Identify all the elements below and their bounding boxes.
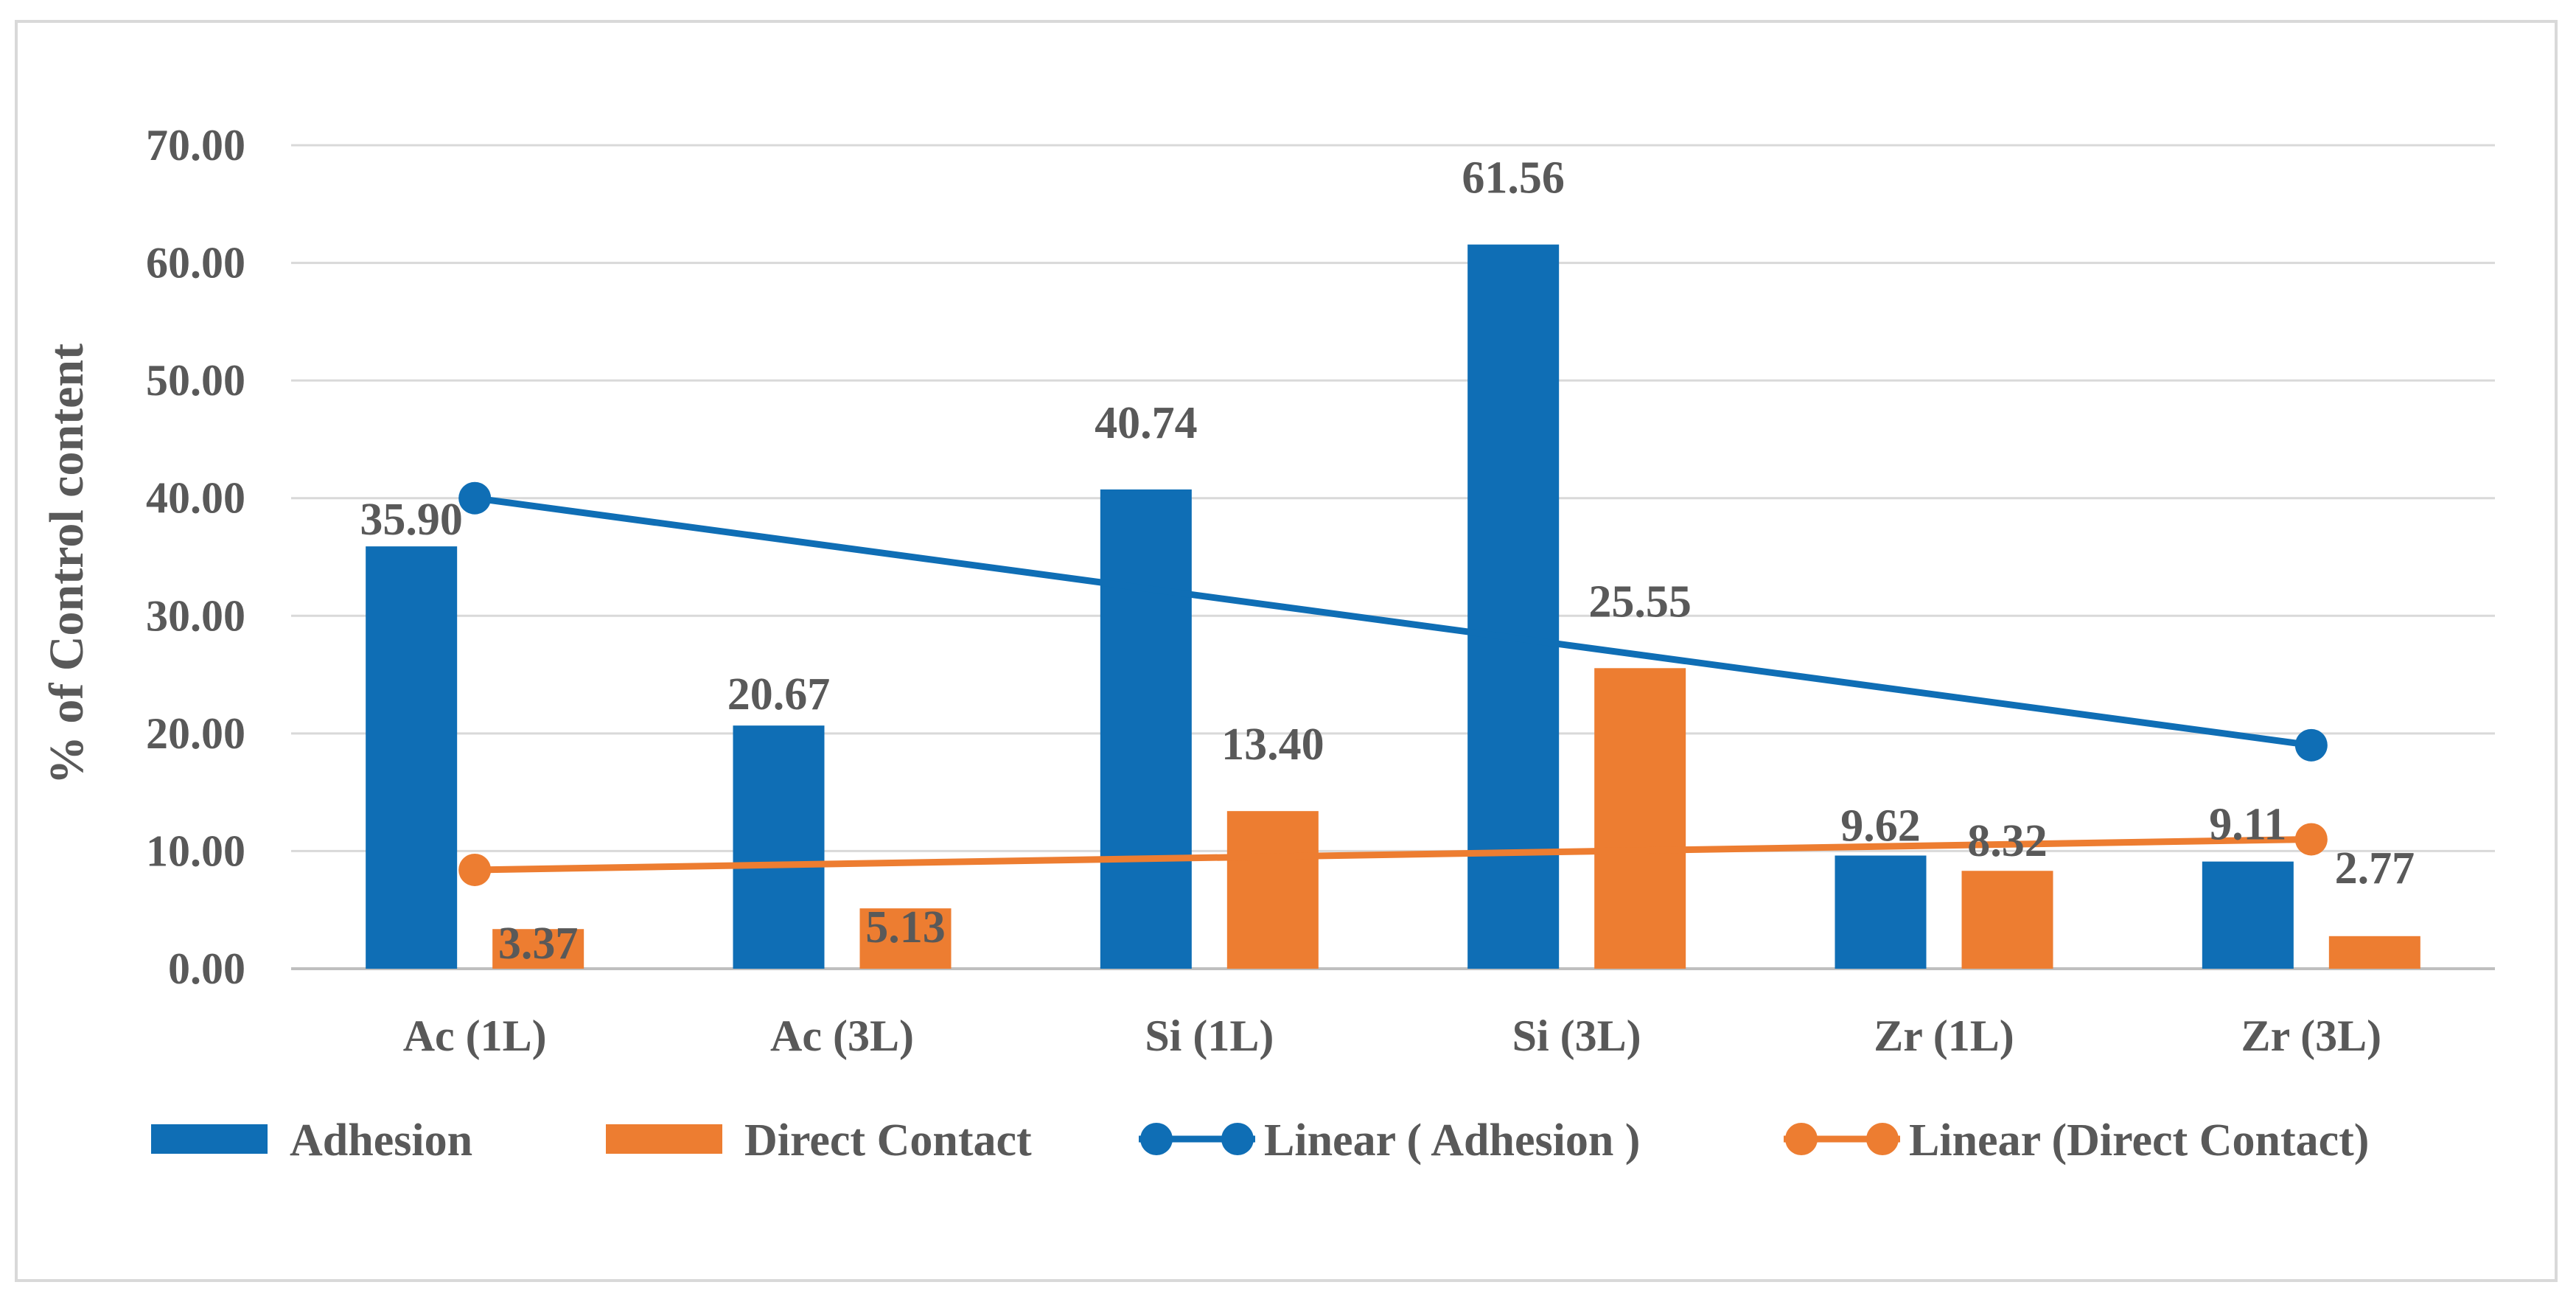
bar xyxy=(1100,489,1192,969)
x-tick-label: Si (1L) xyxy=(1145,1011,1274,1060)
y-tick-label: 70.00 xyxy=(146,121,245,170)
legend-label: Direct Contact xyxy=(744,1115,1032,1166)
data-label: 5.13 xyxy=(865,902,946,952)
y-tick-label: 30.00 xyxy=(146,591,245,640)
legend-marker xyxy=(1221,1123,1254,1155)
trendline-marker xyxy=(2294,728,2328,762)
bar xyxy=(492,929,584,969)
trendline-marker xyxy=(458,853,492,886)
trendlines xyxy=(458,481,2328,886)
y-tick-label: 40.00 xyxy=(146,474,245,523)
data-label: 3.37 xyxy=(498,919,579,969)
y-tick-label: 60.00 xyxy=(146,239,245,288)
legend-swatch xyxy=(151,1124,268,1154)
bar xyxy=(733,725,825,969)
y-tick-label: 10.00 xyxy=(146,826,245,875)
x-tick-label: Si (3L) xyxy=(1512,1011,1641,1060)
bar xyxy=(1467,244,1560,969)
data-label: 9.62 xyxy=(1840,801,1921,851)
x-tick-label: Zr (1L) xyxy=(1874,1011,2014,1060)
data-label: 35.90 xyxy=(360,495,463,545)
x-axis-ticks: Ac (1L) Ac (3L) Si (1L) Si (3L) Zr (1L) Zr (3… xyxy=(403,1011,2381,1060)
legend-marker xyxy=(1785,1123,1818,1155)
bar xyxy=(1961,871,2053,969)
data-label: 25.55 xyxy=(1588,577,1692,627)
bar xyxy=(859,908,952,969)
legend-marker xyxy=(1866,1123,1899,1155)
data-label: 40.74 xyxy=(1095,398,1198,448)
legend-marker xyxy=(1140,1123,1173,1155)
y-axis-ticks: 0.00 10.00 20.00 30.00 40.00 50.00 60.00 70.00 xyxy=(146,121,245,993)
legend-label: Linear (Direct Contact) xyxy=(1909,1115,2369,1166)
data-label: 13.40 xyxy=(1221,720,1324,770)
trendline xyxy=(471,495,2315,749)
x-tick-label: Ac (1L) xyxy=(403,1011,547,1060)
x-tick-label: Zr (3L) xyxy=(2241,1011,2382,1060)
data-label: 9.11 xyxy=(2209,800,2286,850)
bar xyxy=(2202,861,2294,969)
x-tick-label: Ac (3L) xyxy=(770,1011,914,1060)
y-tick-label: 50.00 xyxy=(146,356,245,405)
gridlines xyxy=(291,144,2495,970)
legend-label: Adhesion xyxy=(290,1115,472,1166)
data-label: 61.56 xyxy=(1462,153,1565,203)
y-tick-label: 0.00 xyxy=(168,944,245,993)
bar xyxy=(1594,668,1686,969)
bar xyxy=(366,546,458,969)
data-labels: 35.90 20.67 40.74 61.56 9.62 9.11 3.37 5.13 13.4… xyxy=(360,153,2415,969)
trendline-marker xyxy=(458,481,492,515)
legend-label: Linear ( Adhesion ) xyxy=(1264,1115,1640,1166)
bar xyxy=(1835,855,1927,969)
legend-swatch xyxy=(606,1124,722,1154)
y-tick-label: 20.00 xyxy=(146,709,245,758)
bars xyxy=(366,244,2420,969)
legend: Adhesion Direct Contact Linear ( Adhesion … xyxy=(151,1115,2369,1166)
bar xyxy=(1226,811,1319,969)
y-axis-title: % of Control content xyxy=(40,344,94,784)
data-label: 20.67 xyxy=(727,669,831,720)
data-label: 2.77 xyxy=(2335,843,2415,894)
trendline-marker xyxy=(2294,823,2328,856)
bar xyxy=(2328,936,2420,969)
trendline xyxy=(471,835,2315,874)
data-label: 8.32 xyxy=(1967,816,2048,866)
